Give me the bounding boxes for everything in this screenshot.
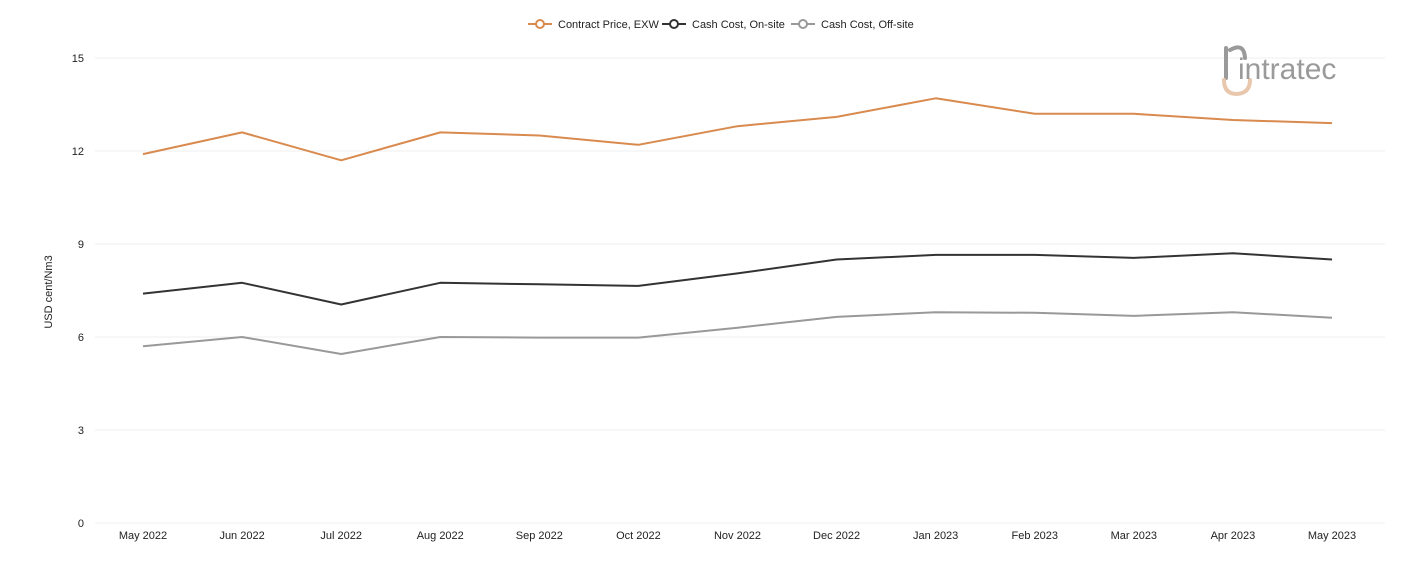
legend-marker [535,19,545,29]
legend-marker [798,19,808,29]
legend-label: Contract Price, EXW [558,19,659,31]
gridlines [95,57,1385,524]
x-tick-label: May 2023 [1308,530,1356,542]
y-tick-label: 15 [72,53,84,65]
x-tick-label: Mar 2023 [1111,530,1157,542]
x-tick-label: Dec 2022 [813,530,860,542]
legend-item-cash-cost-off-site[interactable]: Cash Cost, Off-site [791,19,914,31]
intratec-logo-icon [1222,45,1252,97]
series-line-cash-cost-on-site [142,252,1333,306]
x-tick-label: Jun 2022 [219,530,264,542]
series-line-contract-price-exw [142,97,1333,162]
y-tick-label: 6 [78,332,84,344]
logo-text: intratec [1238,53,1336,86]
intratec-logo: intratec [1222,45,1336,97]
legend: Contract Price, EXW Cash Cost, On-site Cas… [528,19,914,31]
legend-marker [669,19,679,29]
y-tick-label: 12 [72,146,84,158]
y-tick-label: 0 [78,518,84,530]
series-lines [142,97,1333,355]
y-axis-title: USD cent/Nm3 [43,255,55,328]
x-tick-label: Feb 2023 [1012,530,1058,542]
x-tick-label: Oct 2022 [616,530,661,542]
legend-item-cash-cost-on-site[interactable]: Cash Cost, On-site [662,19,785,31]
legend-label: Cash Cost, On-site [692,19,785,31]
x-tick-label: Jan 2023 [913,530,958,542]
y-tick-label: 9 [78,239,84,251]
x-tick-label: Nov 2022 [714,530,761,542]
x-axis-ticks: May 2022 Jun 2022 Jul 2022 Aug 2022 Sep 2022… [119,530,1356,542]
y-axis-ticks: 0 3 6 9 12 15 [72,53,84,530]
x-tick-label: Jul 2022 [320,530,362,542]
x-tick-label: Aug 2022 [417,530,464,542]
x-tick-label: Apr 2023 [1211,530,1256,542]
x-tick-label: May 2022 [119,530,167,542]
x-tick-label: Sep 2022 [516,530,563,542]
y-tick-label: 3 [78,425,84,437]
series-line-cash-cost-off-site [142,311,1333,355]
legend-item-contract-price-exw[interactable]: Contract Price, EXW [528,19,659,31]
legend-label: Cash Cost, Off-site [821,19,914,31]
